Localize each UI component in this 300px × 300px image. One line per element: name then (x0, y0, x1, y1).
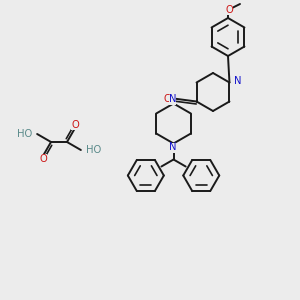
Text: O: O (225, 5, 233, 15)
Text: N: N (235, 76, 242, 86)
Text: N: N (169, 142, 176, 152)
Text: HO: HO (17, 129, 32, 139)
Text: N: N (169, 94, 176, 104)
Text: O: O (71, 120, 79, 130)
Text: O: O (164, 94, 171, 103)
Text: HO: HO (86, 145, 101, 155)
Text: O: O (39, 154, 47, 164)
